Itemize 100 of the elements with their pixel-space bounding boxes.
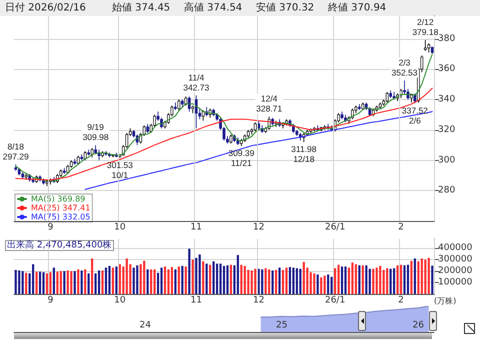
x-tick-label: 10 [114,296,126,306]
text: 始値 374.45 [112,2,170,14]
bar [254,268,256,294]
annotation: 311.98 12/18 [291,144,317,164]
bar [154,269,156,294]
x-tick-label: 26/1 [324,296,346,306]
x-tick-label: 12 [252,222,264,232]
bar [184,266,187,294]
bar [35,272,38,294]
y-tick-label: 360 [438,64,456,74]
bar [362,265,364,294]
bar [372,268,374,294]
bar [431,266,434,294]
bar [382,270,385,294]
bar [410,260,413,294]
bar [351,262,354,294]
bar [32,264,34,294]
bar [136,265,138,294]
bar [274,270,278,294]
bar [420,258,423,294]
x-tick-label: 25 [276,320,288,330]
bar [209,264,212,294]
bar [288,267,292,294]
bar [150,269,152,294]
x-tick-label: 2 [398,296,404,306]
bar [74,271,76,294]
bar [390,268,392,294]
bar [261,269,264,294]
bar [324,276,326,294]
x-tick-label: 12 [252,296,264,306]
bar [393,268,396,294]
bar [188,248,190,294]
candlestick [178,99,180,111]
x-tick-label: 24 [140,320,152,330]
bar [49,272,52,294]
bar [178,266,180,294]
bar [250,270,253,294]
bar [376,268,378,294]
bar [327,274,330,294]
text: 終値 370.94 [327,2,386,14]
bar [212,261,215,294]
bar [167,269,170,294]
candlestick [230,134,232,144]
bar [101,270,104,294]
y-tick-label: 280 [438,186,456,196]
bar [278,268,281,294]
bar [334,268,336,294]
bar [299,268,302,294]
y-tick-label: 300000 [438,254,473,265]
bar [42,272,45,294]
bar [160,268,163,294]
candlestick [174,102,177,111]
bar [52,268,55,294]
bar [46,273,48,294]
annotation: 8/18 297.29 [2,141,30,162]
bar [400,264,402,294]
bar [344,266,347,294]
y-tick-label: 380 [438,34,456,44]
bar [60,271,62,294]
bar [403,265,406,294]
bar [354,264,357,294]
bar [230,264,232,294]
bar [143,260,146,294]
bar [268,269,270,294]
bar [164,266,166,294]
bar [428,258,430,294]
bar [98,270,100,294]
bar [226,265,229,294]
bar [25,272,28,294]
bar [358,265,360,294]
x-tick-label: 11 [190,222,202,232]
bar [91,258,94,294]
text: 安値 370.32 [256,2,314,14]
bar [272,270,274,294]
candlestick [90,148,94,158]
bar [320,277,322,294]
candlestick [427,42,430,53]
bar [195,258,198,294]
bar [264,268,267,294]
bar [202,261,204,294]
bar [94,273,97,294]
bar [222,266,226,294]
annotation: 301.53 10/1 [106,160,134,180]
bar [56,272,58,294]
bar [66,270,69,294]
bar [244,266,246,294]
text: 高値 374.54 [184,2,242,14]
bar [386,268,388,294]
x-tick-label: 2 [398,222,404,232]
bar [219,264,222,294]
annotation: 12/4 328.71 [256,94,282,114]
x-tick-label: 26 [412,320,424,330]
bar [77,269,80,294]
bar [132,268,135,294]
bar [302,262,305,294]
y-tick-label: 320 [438,124,456,135]
bar [258,268,260,294]
bar [108,266,111,294]
bar [368,268,371,294]
bar [216,264,218,294]
